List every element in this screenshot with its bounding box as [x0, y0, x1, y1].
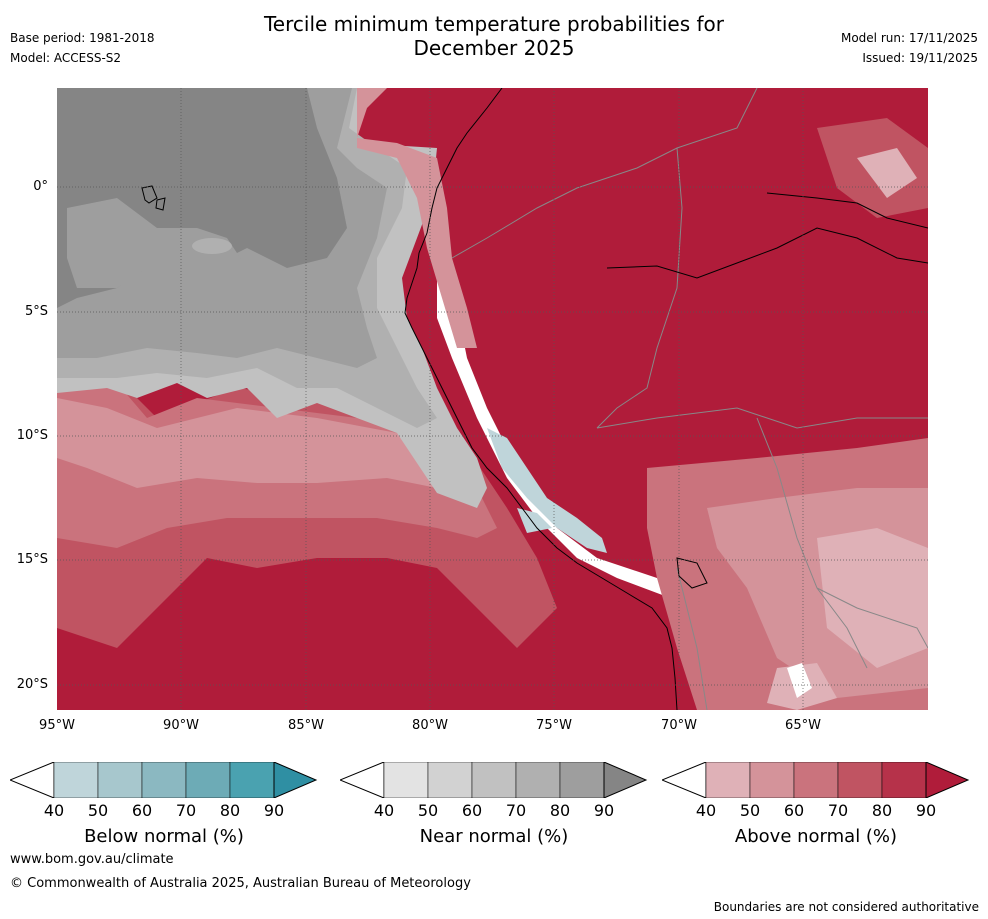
near-swatch-80	[559, 762, 605, 798]
lake-titicaca	[676, 557, 708, 589]
lat-label-0: 0°	[33, 179, 48, 194]
below-tick-60: 60	[131, 801, 153, 820]
near-lower-arrow	[340, 762, 385, 798]
coastline	[404, 88, 678, 710]
title-line-2: December 2025	[413, 36, 575, 60]
near-tick-70: 70	[505, 801, 527, 820]
below-tick-90: 90	[263, 801, 285, 820]
near-tick-50: 50	[417, 801, 439, 820]
above-swatch-50	[749, 762, 795, 798]
above-50-ocean	[57, 398, 477, 498]
above-swatch-40	[705, 762, 751, 798]
river	[766, 192, 928, 229]
below-tick-50: 50	[87, 801, 109, 820]
near-upper-arrow	[603, 762, 648, 798]
lon-label-70w: 70°W	[661, 718, 697, 733]
below-swatch-40	[53, 762, 99, 798]
amazon-river	[606, 227, 928, 279]
near-swatch-70	[515, 762, 561, 798]
near-swatch-50	[427, 762, 473, 798]
model-name: Model: ACCESS-S2	[10, 51, 122, 65]
base-period: Base period: 1981-2018	[10, 31, 155, 45]
below-tick-40: 40	[43, 801, 65, 820]
lon-label-80w: 80°W	[412, 718, 448, 733]
white-patch	[787, 663, 812, 698]
above-tick-80: 80	[871, 801, 893, 820]
above-tick-60: 60	[783, 801, 805, 820]
lon-label-65w: 65°W	[785, 718, 821, 733]
near-70-patch	[192, 238, 232, 254]
below-swatch-50	[97, 762, 143, 798]
lat-label-10s: 10°S	[16, 428, 48, 443]
near-normal-colorbar	[340, 762, 648, 798]
above-normal-label: Above normal (%)	[734, 826, 898, 847]
lon-label-85w: 85°W	[288, 718, 324, 733]
lon-label-90w: 90°W	[163, 718, 199, 733]
above-normal-colorbar	[662, 762, 970, 798]
probability-map	[57, 88, 928, 710]
below-swatch-80	[229, 762, 275, 798]
title-line-1: Tercile minimum temperature probabilitie…	[263, 12, 725, 36]
above-tick-50: 50	[739, 801, 761, 820]
below-tick-80: 80	[219, 801, 241, 820]
above-swatch-60	[793, 762, 839, 798]
below-lower-arrow	[10, 762, 55, 798]
copyright-text: © Commonwealth of Australia 2025, Austra…	[10, 876, 471, 891]
near-tick-80: 80	[549, 801, 571, 820]
below-upper-arrow	[273, 762, 318, 798]
boundaries-disclaimer: Boundaries are not considered authoritat…	[713, 900, 979, 914]
website-link[interactable]: www.bom.gov.au/climate	[10, 852, 174, 867]
near-normal-label: Near normal (%)	[419, 826, 569, 847]
lat-label-15s: 15°S	[16, 552, 48, 567]
below-swatch-60	[141, 762, 187, 798]
above-upper-arrow	[925, 762, 970, 798]
galapagos-islands	[141, 185, 158, 204]
above-40-land	[817, 528, 928, 668]
country-borders	[451, 88, 928, 710]
above-swatch-80	[881, 762, 927, 798]
below-normal-colorbar	[10, 762, 318, 798]
galapagos-island-2	[155, 197, 166, 211]
near-80-patch	[67, 198, 247, 288]
above-tick-90: 90	[915, 801, 937, 820]
above-50-north-coast	[357, 88, 477, 348]
near-swatch-60	[471, 762, 517, 798]
below-tick-70: 70	[175, 801, 197, 820]
above-40-north	[857, 148, 917, 198]
lon-label-75w: 75°W	[536, 718, 572, 733]
issued-date: Issued: 19/11/2025	[862, 51, 978, 65]
map-title: Tercile minimum temperature probabilitie…	[0, 12, 988, 60]
above-tick-70: 70	[827, 801, 849, 820]
above-lower-arrow	[662, 762, 707, 798]
above-tick-40: 40	[695, 801, 717, 820]
model-run: Model run: 17/11/2025	[840, 31, 978, 45]
near-tick-40: 40	[373, 801, 395, 820]
near-tick-90: 90	[593, 801, 615, 820]
below-normal-patch	[517, 508, 552, 533]
below-normal-40-region	[487, 428, 607, 553]
near-swatch-40	[383, 762, 429, 798]
below-swatch-70	[185, 762, 231, 798]
lat-label-5s: 5°S	[24, 304, 48, 319]
below-normal-label: Below normal (%)	[84, 826, 244, 847]
near-tick-60: 60	[461, 801, 483, 820]
above-swatch-70	[837, 762, 883, 798]
grid-lines	[57, 88, 928, 710]
lon-label-95w: 95°W	[39, 718, 75, 733]
lat-label-20s: 20°S	[16, 677, 48, 692]
